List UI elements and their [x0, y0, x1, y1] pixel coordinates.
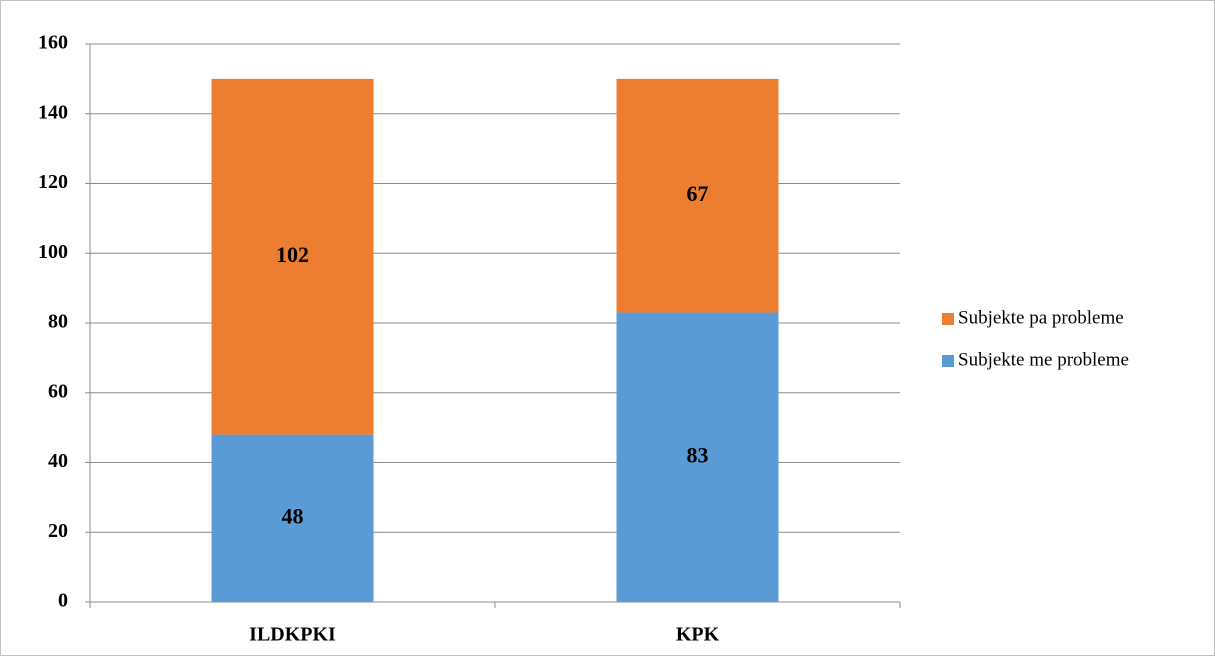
y-tick-label: 60 [48, 380, 68, 402]
legend-swatch [942, 313, 954, 325]
y-tick-label: 20 [48, 520, 68, 542]
y-tick-label: 140 [38, 101, 68, 123]
x-tick-label: KPK [676, 624, 720, 646]
bar-segment [616, 78, 779, 313]
data-label: 102 [276, 242, 309, 267]
bar-segment [211, 434, 374, 602]
legend-swatch [942, 355, 954, 367]
legend-label: Subjekte pa probleme [958, 307, 1124, 328]
data-label: 48 [282, 503, 304, 528]
y-tick-label: 100 [38, 241, 68, 263]
legend-label: Subjekte me probleme [958, 349, 1129, 370]
data-label: 83 [687, 442, 709, 467]
data-label: 67 [687, 181, 709, 206]
y-tick-label: 120 [38, 171, 68, 193]
y-tick-label: 40 [48, 450, 68, 472]
y-tick-label: 80 [48, 311, 68, 333]
x-tick-label: ILDKPKI [249, 624, 336, 646]
y-tick-label: 160 [38, 32, 68, 54]
bar-segment [616, 312, 779, 602]
bar-segment [211, 78, 374, 435]
y-tick-label: 0 [58, 590, 68, 612]
